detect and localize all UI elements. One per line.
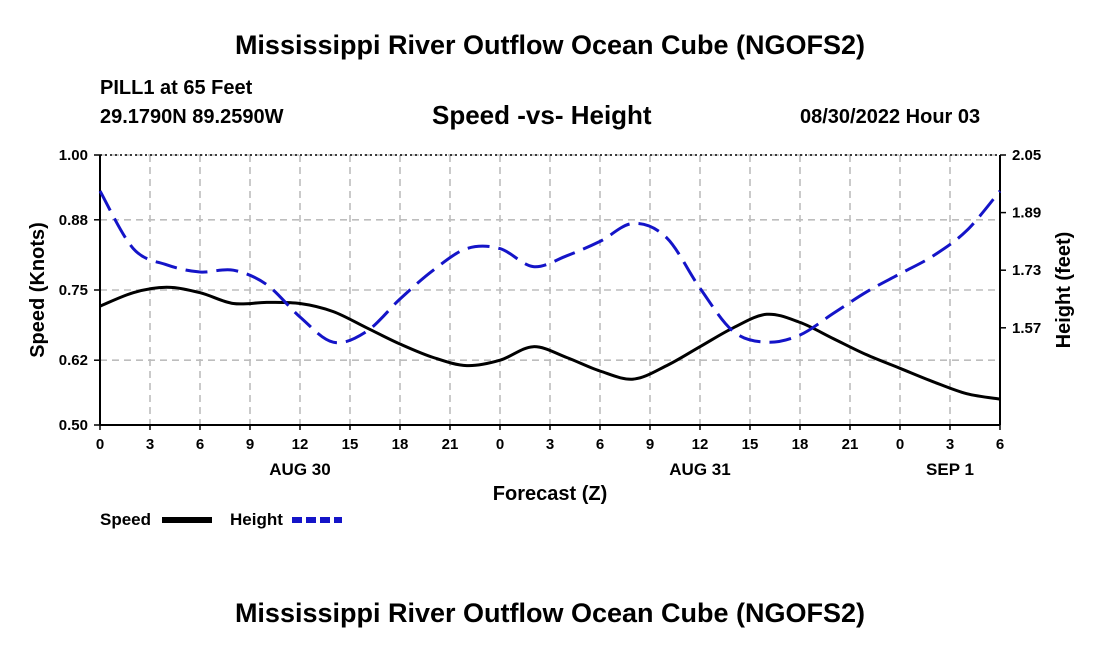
x-tick-label: 6 [596,436,604,453]
date-label: SEP 1 [926,460,974,479]
y-right-tick-label: 1.89 [1012,205,1041,222]
station-label: PILL1 at 65 Feet [100,77,253,99]
bottom-title: Mississippi River Outflow Ocean Cube (NG… [234,598,866,628]
date-label: AUG 31 [669,460,730,479]
y-right-tick-label: 1.57 [1012,320,1041,337]
y-left-tick-label: 0.75 [59,282,88,299]
legend-label-height: Height [230,510,283,529]
x-tick-label: 12 [292,436,309,453]
x-tick-label: 18 [392,436,409,453]
y-left-tick-label: 1.00 [59,147,88,164]
chart-axes: 0 3 6 9 12 15 18 21 0 3 6 9 12 15 18 21 0 3 6 0.50 0.62 0.75 0… [59,147,1041,479]
legend-label-speed: Speed [100,510,151,529]
date-label: AUG 30 [269,460,330,479]
main-title: Mississippi River Outflow Ocean Cube (NG… [234,30,866,60]
chart-title: Speed -vs- Height [432,100,652,130]
forecast-datetime: 08/30/2022 Hour 03 [800,106,981,128]
y-axis-label-left: Speed (Knots) [27,222,49,358]
x-tick-label: 15 [342,436,359,453]
x-tick-label: 18 [792,436,809,453]
speed-height-chart: 0 3 6 9 12 15 18 21 0 3 6 9 12 15 18 21 0 3 6 0.50 0.62 0.75 0… [27,147,1075,529]
x-tick-label: 21 [442,436,459,453]
chart-series [98,190,1002,401]
chart-grid [100,154,1000,425]
y-left-tick-label: 0.50 [59,417,88,434]
x-tick-label: 3 [146,436,154,453]
y-right-tick-label: 1.73 [1012,262,1041,279]
x-tick-label: 21 [842,436,859,453]
y-left-tick-label: 0.88 [59,212,88,229]
x-tick-label: 6 [996,436,1004,453]
x-tick-label: 9 [646,436,654,453]
x-tick-label: 15 [742,436,759,453]
x-axis-label: Forecast (Z) [493,483,607,505]
y-left-tick-label: 0.62 [59,352,88,369]
x-tick-label: 12 [692,436,709,453]
series-line-speed [99,285,1001,401]
x-tick-label: 9 [246,436,254,453]
x-tick-label: 0 [896,436,904,453]
x-tick-label: 3 [946,436,954,453]
x-tick-label: 3 [546,436,554,453]
legend: Speed Height [100,510,342,529]
x-tick-label: 6 [196,436,204,453]
y-right-tick-label: 2.05 [1012,147,1041,164]
coordinates-label: 29.1790N 89.2590W [100,106,284,128]
x-tick-label: 0 [96,436,104,453]
x-tick-label: 0 [496,436,504,453]
y-axis-label-right: Height (feet) [1053,232,1075,349]
